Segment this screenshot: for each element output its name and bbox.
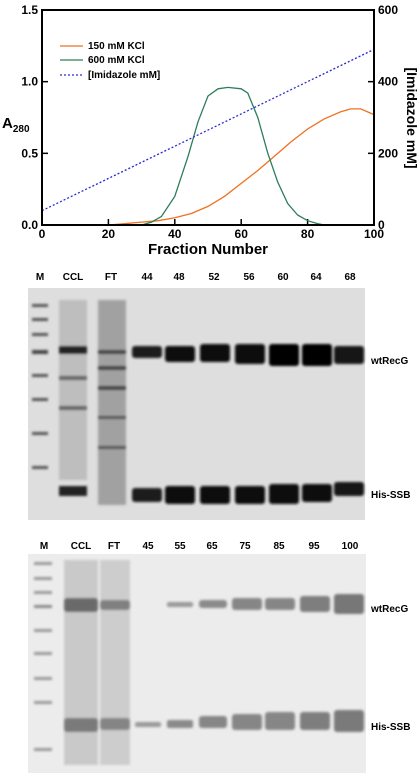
series-line-2 [141, 86, 325, 226]
y2-tick-label: 200 [378, 146, 398, 160]
plot-frame [41, 9, 375, 226]
series-line-1 [108, 108, 375, 226]
x-tick-label: 40 [168, 227, 182, 241]
gel-2-lane-65: 65 [206, 541, 218, 552]
gel-1-lane-56: 56 [243, 272, 255, 283]
gel-2-lane-labels: M CCL FT 45 55 65 75 85 95 100 [40, 541, 359, 552]
gel-1-fraction-bands [132, 344, 364, 504]
gel-1-band-label-his-ssb: His-SSB [371, 490, 410, 501]
gel-2-lane-ft [100, 560, 130, 765]
gel-2-lane-75: 75 [239, 541, 251, 552]
chromatography-chart: 0 20 40 60 80 100 0.0 0.5 1.0 1.5 0 200 400 600 150 m… [2, 3, 419, 258]
gel-1-lane-48: 48 [173, 272, 185, 283]
y2-axis-title: [Imidazole mM] [404, 67, 419, 168]
y2-tick-label: 400 [378, 75, 398, 89]
gel-2-lane-m [34, 562, 52, 751]
y-tick-label: 1.0 [21, 75, 38, 89]
gel-2-lane-85: 85 [273, 541, 285, 552]
series-line-3 [41, 48, 375, 212]
gel-2-lane-m: M [40, 541, 48, 552]
legend-label-600mm: 600 mM KCl [88, 55, 145, 66]
legend: 150 mM KCl 600 mM KCl [Imidazole mM] [60, 41, 160, 81]
gel-2-band-label-wtrecg: wtRecG [370, 604, 408, 615]
y-axis-title-main: A [2, 115, 13, 132]
gel-1-lane-labels: M CCL FT 44 48 52 56 60 64 68 [36, 272, 356, 283]
gel-2-lane-ccl: CCL [71, 541, 92, 552]
gel-1-lane-m: M [36, 272, 44, 283]
gel-2-band-label-his-ssb: His-SSB [371, 722, 410, 733]
gel-image-1: M CCL FT 44 48 52 56 60 64 68 260 140 10… [28, 272, 410, 520]
gel-1-lane-ft: FT [105, 272, 117, 283]
gel-1-lane-44: 44 [141, 272, 153, 283]
x-tick-label: 60 [235, 227, 249, 241]
x-axis-title: Fraction Number [148, 241, 268, 258]
gel-1-band-label-wtrecg: wtRecG [370, 356, 408, 367]
gel-2-lane-95: 95 [308, 541, 320, 552]
y-tick-label: 0.0 [21, 218, 38, 232]
gel-2-fraction-bands [135, 594, 364, 732]
gel-image-2: M CCL FT 45 55 65 75 85 95 100 260 140 1… [28, 541, 410, 773]
x-tick-label: 80 [301, 227, 315, 241]
gel-2-lane-55: 55 [174, 541, 186, 552]
y-tick-label: 0.5 [21, 146, 38, 160]
y-axis-title-sub: 280 [13, 124, 30, 135]
legend-label-imidazole: [Imidazole mM] [88, 70, 160, 81]
gel-1-lane-64: 64 [310, 272, 322, 283]
x-tick-label: 20 [102, 227, 116, 241]
gel-1-lane-60: 60 [277, 272, 289, 283]
gel-1-lane-m [32, 304, 48, 469]
y2-tick-label: 600 [378, 3, 398, 17]
x-tick-label: 0 [39, 227, 46, 241]
legend-label-150mm: 150 mM KCl [88, 41, 145, 52]
gel-1-lane-ft [98, 300, 126, 505]
gel-1-lane-52: 52 [208, 272, 220, 283]
gel-2-lane-100: 100 [342, 541, 359, 552]
x-tick-label: 100 [364, 227, 384, 241]
gel-2-lane-ft: FT [108, 541, 120, 552]
gel-1-lane-ccl [59, 300, 87, 496]
gel-1-lane-68: 68 [344, 272, 356, 283]
gel-2-lane-45: 45 [142, 541, 154, 552]
y-tick-label: 1.5 [21, 3, 38, 17]
y-axis-title: A280 [2, 115, 30, 135]
y2-tick-label: 0 [378, 218, 385, 232]
gel-2-lane-ccl [64, 560, 98, 765]
gel-1-lane-ccl: CCL [63, 272, 84, 283]
